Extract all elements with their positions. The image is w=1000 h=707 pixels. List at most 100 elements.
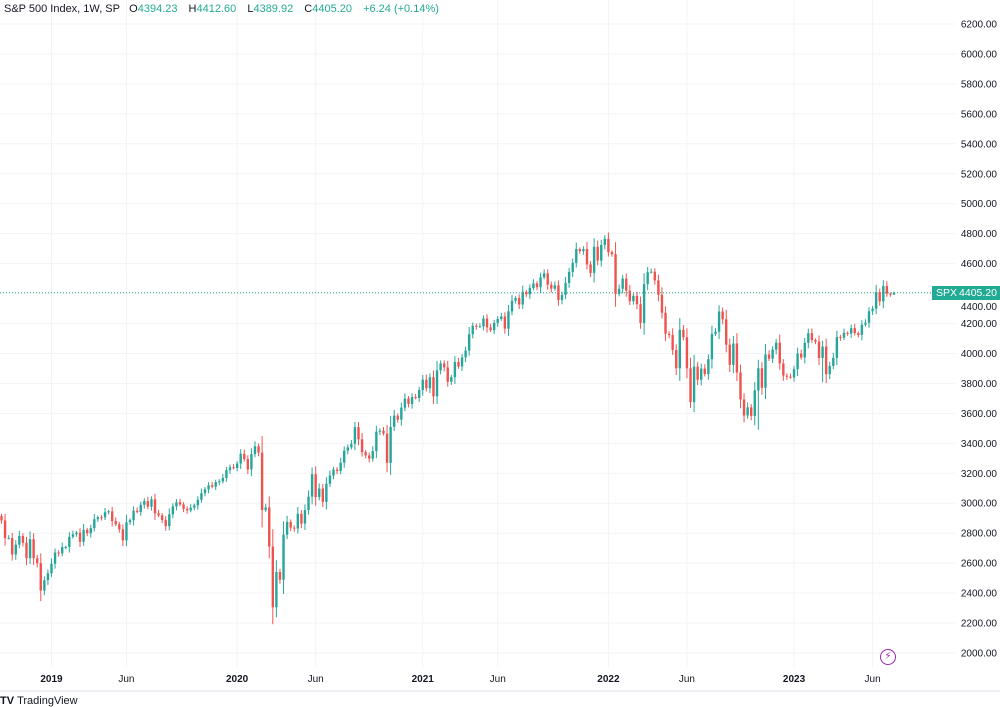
open-label: O [129, 3, 138, 15]
candle-down [628, 290, 632, 302]
candle-down [578, 249, 582, 252]
candle-down [667, 333, 671, 336]
candle-up [400, 407, 403, 420]
y-tick-label: 3400.00 [961, 439, 998, 450]
candle-down [824, 346, 828, 375]
y-tick-label: 5400.00 [961, 139, 998, 150]
candle-up [732, 343, 735, 365]
price-tag-symbol: SPX [936, 287, 958, 299]
candle-up [849, 328, 853, 334]
candle-up [496, 319, 499, 323]
candle-up [214, 482, 217, 487]
x-tick-label: 2023 [783, 674, 806, 685]
candle-down [671, 335, 674, 351]
candle-up [71, 534, 75, 537]
lightning-icon[interactable]: ⚡︎ [880, 649, 896, 665]
candle-up [189, 507, 192, 511]
candle-down [639, 304, 642, 323]
candle-up [774, 342, 778, 350]
candle-up [467, 334, 471, 351]
close-label: C [304, 3, 313, 15]
candle-down [457, 362, 460, 367]
candle-up [264, 507, 267, 511]
candle-down [767, 354, 771, 359]
candle-up [275, 571, 278, 608]
candle-down [703, 368, 706, 374]
candle-up [371, 451, 374, 459]
candle-down [817, 341, 821, 358]
candle-down [268, 507, 271, 547]
candle-up [89, 528, 92, 534]
candle-up [453, 362, 457, 378]
candle-up [253, 446, 257, 455]
candle-down [610, 252, 614, 255]
candle-up [139, 504, 142, 512]
last-price-tag: SPX 4405.20 [932, 286, 1000, 300]
candle-up [600, 244, 603, 261]
candle-down [157, 513, 160, 516]
x-tick-label: Jun [679, 674, 695, 685]
candle-down [839, 337, 842, 339]
candle-down [185, 508, 189, 511]
x-tick-label: Jun [865, 674, 881, 685]
candle-down [517, 298, 521, 305]
candle-up [714, 331, 717, 335]
candle-up [150, 499, 153, 507]
candle-up [82, 529, 85, 542]
candle-up [93, 519, 96, 529]
candle-down [689, 368, 692, 403]
x-tick-label: Jun [308, 674, 324, 685]
candle-down [614, 254, 617, 294]
brand-name: TradingView [17, 695, 78, 707]
candle-up [346, 447, 349, 451]
candle-up [871, 308, 874, 312]
candle-up [717, 311, 721, 332]
candle-down [685, 337, 689, 369]
candle-up [532, 283, 535, 289]
candle-down [300, 513, 303, 524]
candle-up [539, 277, 542, 288]
candle-up [235, 463, 239, 469]
y-tick-label: 5800.00 [961, 79, 998, 90]
y-tick-label: 4800.00 [961, 229, 998, 240]
candle-up [528, 288, 532, 295]
candle-down [164, 519, 167, 527]
candle-down [525, 291, 528, 295]
candle-down [178, 502, 182, 505]
candle-down [778, 342, 781, 364]
candle-up [582, 248, 585, 252]
candle-up [560, 294, 564, 301]
price-chart[interactable]: 2000.00 2200.00 2400.00 2600.00 2800.00 3000.… [0, 0, 1000, 690]
candle-up [450, 377, 453, 382]
candle-down [57, 552, 60, 554]
tradingview-logo-icon: TV [0, 695, 15, 707]
price-tag-value: 4405.20 [959, 287, 997, 299]
candle-down [425, 379, 428, 389]
candle-down [182, 504, 185, 509]
candle-up [642, 284, 646, 323]
candle-up [218, 481, 221, 483]
candle-up [103, 512, 107, 518]
candle-up [592, 246, 596, 273]
candle-up [753, 390, 756, 416]
candle-down [360, 439, 364, 453]
candle-up [18, 536, 21, 545]
candle-up [435, 370, 439, 397]
candle-down [475, 325, 478, 327]
candle-up [410, 397, 414, 404]
candle-down [100, 517, 103, 519]
candle-down [446, 367, 449, 382]
candle-up [175, 502, 178, 507]
candle-up [510, 300, 514, 312]
candle-down [653, 271, 657, 281]
candle-up [75, 532, 78, 535]
candle-up [171, 506, 175, 515]
candle-up [507, 311, 510, 329]
candle-down [675, 350, 678, 369]
candle-up [500, 316, 503, 320]
candle-down [857, 333, 860, 335]
tradingview-logo[interactable]: TV TradingView [0, 695, 78, 707]
candle-up [203, 489, 207, 494]
candle-down [682, 329, 685, 338]
candle-up [307, 496, 310, 510]
